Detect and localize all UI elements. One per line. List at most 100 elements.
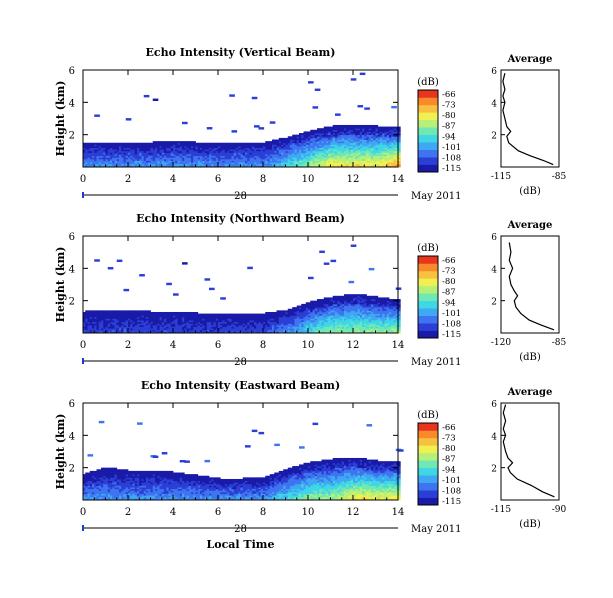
heatmap-cell [350, 326, 354, 329]
heatmap-cell [272, 152, 275, 155]
heatmap-cell [110, 145, 113, 148]
heatmap-cell [143, 150, 147, 153]
heatmap-cell [339, 157, 343, 160]
heatmap-cell [110, 323, 113, 326]
heatmap-cell [116, 163, 120, 166]
heatmap-cell [164, 324, 167, 327]
heatmap-cell [130, 163, 133, 166]
heatmap-cell [170, 154, 174, 157]
heatmap-cell [222, 163, 226, 166]
heatmap-cell [326, 320, 329, 323]
heatmap-cell [314, 305, 318, 308]
heatmap-cell [382, 318, 385, 321]
heatmap-cell [312, 137, 316, 140]
heatmap-cell [103, 316, 106, 319]
heatmap-cell [395, 323, 399, 326]
heatmap-cell [139, 316, 142, 319]
heatmap-cell [159, 311, 163, 314]
heatmap-cell [366, 328, 370, 331]
heatmap-cell [380, 318, 383, 321]
colorbar-tick-label: -94 [442, 132, 456, 142]
heatmap-cell [186, 158, 190, 161]
heatmap-cell [364, 134, 367, 137]
heatmap-cell [287, 162, 291, 165]
heatmap-cell [371, 318, 374, 321]
heatmap-cell [242, 324, 246, 327]
heatmap-cell [357, 133, 361, 136]
heatmap-cell [332, 162, 336, 165]
x-tick-label: 0 [80, 174, 86, 185]
heatmap-cell [121, 163, 124, 166]
heatmap-cell [242, 321, 246, 324]
heatmap-cell [175, 144, 178, 147]
heatmap-cell [382, 162, 385, 165]
heatmap-cell [326, 302, 329, 305]
heatmap-cell [332, 160, 336, 163]
heatmap-cell [182, 149, 185, 152]
heatmap-cell [195, 163, 199, 166]
heatmap-cell [371, 295, 374, 298]
heatmap-cell [375, 144, 379, 147]
heatmap-cell [166, 313, 169, 316]
heatmap-cell [146, 323, 149, 326]
heatmap-cell [353, 308, 356, 311]
heatmap-cell [224, 147, 228, 150]
heatmap-cell [166, 311, 169, 314]
heatmap-cell [344, 302, 347, 305]
heatmap-cell [364, 158, 367, 161]
heatmap-cell [265, 324, 268, 327]
heatmap-cell [137, 328, 140, 331]
heatmap-cell [301, 157, 304, 160]
heatmap-cell [215, 163, 219, 166]
heatmap-cell [308, 315, 311, 318]
heatmap-cell [393, 160, 397, 163]
heatmap-cell [312, 328, 316, 331]
heatmap-cell [364, 294, 367, 297]
heatmap-cell [164, 157, 167, 160]
heatmap-cell [348, 328, 352, 331]
heatmap-cell [229, 154, 232, 157]
heatmap-cell [398, 165, 401, 168]
heatmap-cell [269, 320, 273, 323]
heatmap-cell [166, 282, 172, 286]
heatmap-cell [395, 131, 399, 134]
heatmap-cell [339, 152, 343, 155]
heatmap-cell [337, 150, 340, 153]
heatmap-cell [319, 326, 322, 329]
heatmap-cell [260, 157, 264, 160]
heatmap-cell [339, 162, 343, 165]
heatmap-cell [346, 315, 349, 318]
heatmap-cell [296, 329, 300, 332]
heatmap-cell [357, 310, 361, 313]
heatmap-cell [366, 133, 370, 136]
heatmap-cell [326, 152, 329, 155]
heatmap-cell [301, 160, 304, 163]
heatmap-cell [285, 329, 289, 332]
heatmap-cell [139, 318, 142, 321]
heatmap-cell [123, 142, 127, 145]
heatmap-cell [137, 155, 140, 158]
heatmap-cell [92, 158, 95, 161]
heatmap-cell [319, 145, 322, 148]
heatmap-cell [398, 163, 401, 166]
heatmap-cell [395, 311, 399, 314]
heatmap-cell [195, 144, 199, 147]
heatmap-cell [389, 162, 392, 165]
x-tick-label: 10 [302, 174, 315, 185]
heatmap-cell [236, 154, 239, 157]
heatmap-cell [161, 318, 165, 321]
heatmap-cell [166, 152, 169, 155]
heatmap-cell [292, 310, 295, 313]
heatmap-cell [353, 320, 356, 323]
heatmap-cell [193, 145, 196, 148]
heatmap-cell [168, 150, 172, 153]
x-tick-label: 6 [215, 174, 221, 185]
heatmap-cell [362, 294, 365, 297]
heatmap-cell [312, 158, 316, 161]
heatmap-cell [233, 150, 237, 153]
heatmap-cell [157, 162, 160, 165]
heatmap-cell [310, 131, 313, 134]
heatmap-cell [269, 321, 273, 324]
heatmap-cell [215, 142, 219, 145]
heatmap-cell [269, 316, 273, 319]
